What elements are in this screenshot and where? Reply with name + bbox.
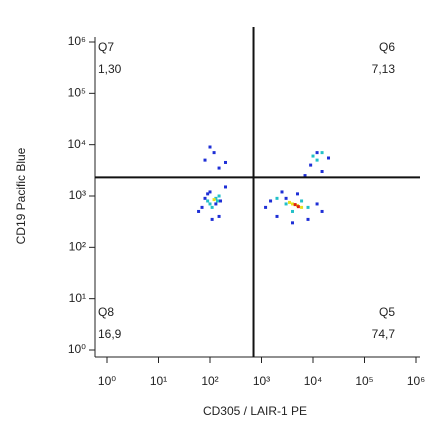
y-tick-label: 10⁴ xyxy=(67,137,86,151)
dot xyxy=(224,160,228,164)
x-axis-label: CD305 / LAIR-1 PE xyxy=(203,404,307,418)
y-tick-label: 10² xyxy=(69,240,86,254)
dot xyxy=(224,185,228,189)
dot xyxy=(217,214,221,218)
dot xyxy=(217,194,221,198)
dot xyxy=(206,192,210,196)
dot xyxy=(291,202,295,206)
dot xyxy=(320,209,324,213)
dot xyxy=(200,205,204,209)
dot xyxy=(315,151,319,155)
y-tick-label: 10¹ xyxy=(69,291,86,305)
dot xyxy=(306,217,310,221)
dot xyxy=(208,190,212,194)
dot xyxy=(210,217,214,221)
dot xyxy=(275,196,279,200)
y-axis-label: CD19 Pacific Blue xyxy=(14,147,28,244)
dot xyxy=(269,199,273,203)
dot xyxy=(284,196,288,200)
dot xyxy=(327,156,331,160)
dot xyxy=(291,209,295,213)
dot xyxy=(311,154,315,158)
dot xyxy=(214,196,218,200)
dot xyxy=(210,205,214,209)
dot xyxy=(288,200,292,204)
dot xyxy=(320,170,324,174)
dot xyxy=(197,209,201,213)
x-tick-label: 10⁰ xyxy=(98,374,116,388)
dot xyxy=(291,221,295,225)
dot xyxy=(296,205,300,209)
dot xyxy=(306,205,310,209)
quadrant-value: 74,7 xyxy=(372,327,396,341)
dot xyxy=(214,202,218,206)
y-tick-label: 10⁰ xyxy=(68,342,86,356)
dot xyxy=(216,199,220,203)
dot xyxy=(293,203,297,207)
dot xyxy=(203,196,207,200)
quadrant-value: 1,30 xyxy=(98,62,122,76)
y-tick-label: 10³ xyxy=(69,188,86,202)
dot xyxy=(208,202,212,206)
dot xyxy=(284,202,288,206)
quadrant-name: Q5 xyxy=(379,305,395,319)
dot xyxy=(320,151,324,155)
x-tick-label: 10⁵ xyxy=(355,374,373,388)
dot xyxy=(212,198,216,202)
dot xyxy=(303,174,307,178)
dot xyxy=(217,166,221,170)
dot xyxy=(300,199,304,203)
dot xyxy=(295,192,299,196)
quadrant-value: 7,13 xyxy=(372,62,396,76)
x-tick-label: 10¹ xyxy=(150,374,167,388)
x-tick-label: 10⁶ xyxy=(407,374,425,388)
dot xyxy=(315,202,319,206)
dot xyxy=(309,163,313,167)
dot xyxy=(315,158,319,162)
y-tick-label: 10⁵ xyxy=(68,86,86,100)
dot xyxy=(208,145,212,149)
dot xyxy=(206,199,210,203)
x-tick-label: 10² xyxy=(201,374,218,388)
x-tick-label: 10³ xyxy=(253,374,270,388)
dot xyxy=(280,190,284,194)
dot xyxy=(264,205,268,209)
y-tick-label: 10⁶ xyxy=(68,34,86,48)
quadrant-name: Q7 xyxy=(98,40,114,54)
quadrant-name: Q6 xyxy=(379,40,395,54)
quadrant-value: 16,9 xyxy=(98,327,122,341)
dot xyxy=(275,214,279,218)
dot xyxy=(219,199,223,203)
quadrant-name: Q8 xyxy=(98,305,114,319)
dot xyxy=(212,151,216,155)
x-tick-label: 10⁴ xyxy=(304,374,323,388)
dot xyxy=(300,205,304,209)
dot xyxy=(203,158,207,162)
